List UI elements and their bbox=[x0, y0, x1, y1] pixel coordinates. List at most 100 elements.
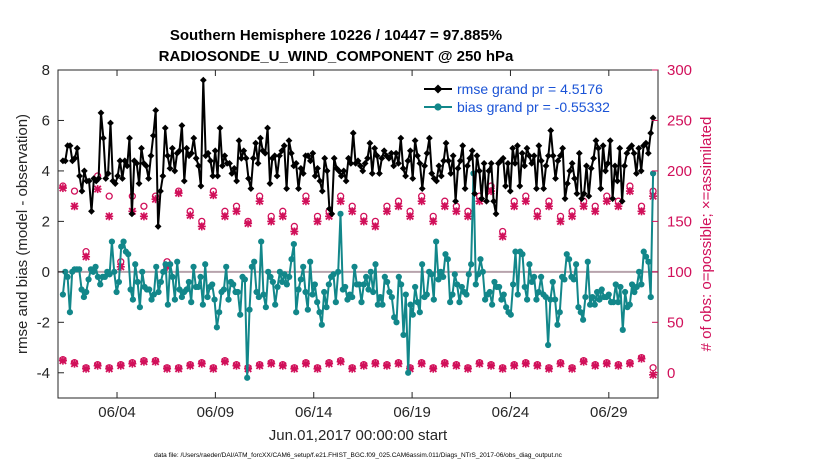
rmse-point bbox=[116, 157, 124, 165]
rmse-point bbox=[395, 159, 402, 167]
bias-point bbox=[167, 261, 174, 268]
obs-assimilated-point bbox=[649, 370, 658, 379]
bias-point bbox=[649, 170, 657, 177]
rmse-point bbox=[540, 185, 548, 192]
obs-assimilated-point bbox=[544, 364, 553, 373]
rmse-point bbox=[468, 147, 476, 155]
rmse-point bbox=[335, 167, 343, 175]
y-tick-label: -4 bbox=[37, 365, 50, 382]
y-axis-label-right: # of obs: o=possible; ×=assimilated bbox=[698, 117, 715, 352]
bias-series bbox=[59, 170, 657, 381]
rmse-point bbox=[380, 147, 388, 155]
rmse-point bbox=[390, 162, 398, 170]
rmse-point bbox=[428, 170, 436, 177]
obs-assimilated-point bbox=[371, 222, 380, 231]
obs-assimilated-point bbox=[510, 202, 519, 211]
rmse-point bbox=[449, 152, 457, 160]
rmse-point bbox=[340, 167, 348, 175]
rmse-point bbox=[157, 187, 164, 195]
rmse-point bbox=[464, 162, 471, 170]
bias-point bbox=[372, 261, 379, 268]
bias-point bbox=[258, 238, 265, 245]
obs-assimilated-point bbox=[348, 364, 357, 373]
rmse-point bbox=[442, 139, 450, 147]
bias-point bbox=[479, 268, 486, 275]
obs-assimilated-point bbox=[510, 361, 519, 370]
rmse-point bbox=[128, 210, 136, 218]
bias-point bbox=[449, 291, 456, 298]
bias-point bbox=[645, 258, 652, 265]
bias-point bbox=[577, 309, 584, 316]
rmse-point bbox=[535, 142, 543, 150]
rmse-point bbox=[525, 152, 533, 160]
rmse-point bbox=[304, 152, 312, 160]
rmse-point bbox=[149, 132, 157, 139]
rmse-point bbox=[109, 177, 117, 185]
bias-point bbox=[293, 309, 300, 316]
obs-possible-point bbox=[70, 187, 79, 195]
bias-point bbox=[360, 281, 367, 288]
rmse-point bbox=[188, 149, 195, 157]
rmse-point bbox=[606, 137, 614, 145]
rmse-point bbox=[283, 185, 291, 192]
rmse-point bbox=[516, 182, 524, 190]
rmse-point bbox=[411, 137, 419, 145]
bias-point bbox=[234, 288, 241, 296]
rmse-point bbox=[599, 142, 607, 150]
obs-assimilated-point bbox=[625, 187, 634, 196]
obs-assimilated-point bbox=[267, 217, 276, 226]
rmse-point bbox=[530, 152, 538, 160]
bias-point bbox=[139, 268, 146, 275]
bias-point bbox=[358, 299, 365, 306]
obs-assimilated-point bbox=[197, 359, 206, 368]
bias-point bbox=[363, 273, 370, 280]
bias-point bbox=[647, 293, 654, 301]
bias-point bbox=[267, 273, 274, 280]
y-right-tick-label: 100 bbox=[667, 264, 692, 281]
bias-point bbox=[456, 299, 463, 306]
rmse-point bbox=[561, 195, 569, 203]
bias-point bbox=[545, 341, 552, 349]
x-tick-label: 06/29 bbox=[590, 404, 628, 421]
rmse-point bbox=[73, 144, 81, 152]
obs-assimilated-point bbox=[105, 364, 114, 373]
rmse-point bbox=[228, 170, 236, 177]
bias-point bbox=[83, 288, 90, 296]
bias-point bbox=[437, 268, 444, 275]
bias-point bbox=[120, 238, 127, 245]
bias-point bbox=[204, 293, 211, 301]
x-tick-label: 06/19 bbox=[393, 404, 431, 421]
bias-point bbox=[356, 281, 363, 288]
bias-point bbox=[486, 288, 493, 296]
rmse-point bbox=[492, 210, 500, 218]
bias-point bbox=[337, 210, 344, 217]
rmse-point bbox=[78, 187, 86, 195]
rmse-point bbox=[204, 149, 212, 157]
bias-point bbox=[398, 281, 405, 288]
rmse-point bbox=[316, 177, 324, 185]
rmse-point bbox=[571, 175, 578, 182]
rmse-point bbox=[328, 210, 336, 218]
rmse-point bbox=[566, 167, 574, 175]
bias-point bbox=[552, 296, 559, 303]
rmse-series bbox=[59, 76, 657, 230]
obs-assimilated-point bbox=[267, 359, 276, 368]
x-axis-label: Jun.01,2017 00:00:00 start bbox=[269, 427, 448, 444]
obs-assimilated-point bbox=[429, 217, 438, 226]
rmse-point bbox=[556, 152, 564, 160]
bias-point bbox=[566, 256, 573, 263]
bias-point bbox=[230, 281, 237, 288]
obs-assimilated-point bbox=[382, 361, 391, 370]
bias-point bbox=[617, 283, 624, 291]
rmse-point bbox=[142, 162, 150, 170]
rmse-point bbox=[580, 190, 588, 198]
obs-assimilated-point bbox=[521, 359, 530, 368]
rmse-point bbox=[214, 172, 221, 180]
bias-point bbox=[185, 278, 192, 286]
obs-assimilated-point bbox=[128, 359, 137, 368]
obs-assimilated-point bbox=[290, 364, 299, 373]
obs-assimilated-point bbox=[359, 361, 368, 370]
obs-count-markers bbox=[58, 172, 658, 379]
rmse-point bbox=[487, 159, 495, 167]
